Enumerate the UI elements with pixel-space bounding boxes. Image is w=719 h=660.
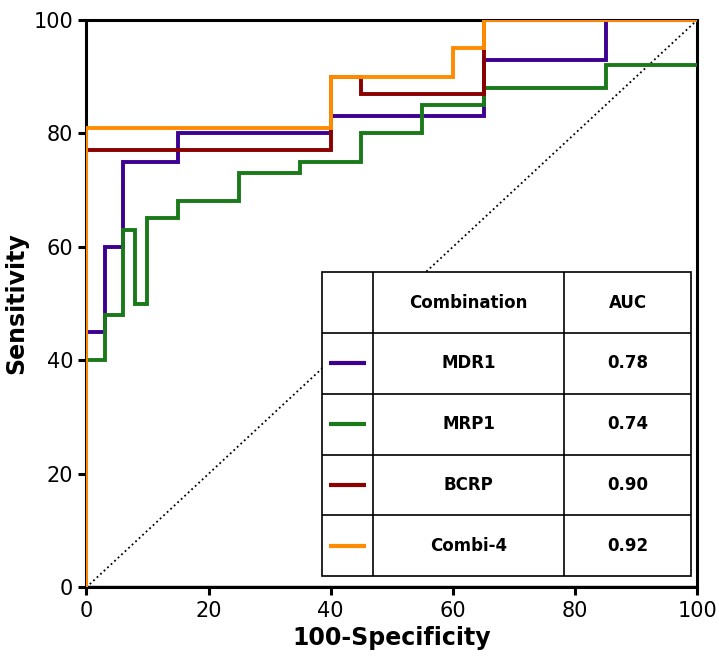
Text: 0.92: 0.92: [607, 537, 649, 554]
Y-axis label: Sensitivity: Sensitivity: [4, 233, 28, 374]
Text: MRP1: MRP1: [442, 415, 495, 433]
Text: MDR1: MDR1: [441, 354, 496, 372]
Text: BCRP: BCRP: [444, 476, 494, 494]
FancyBboxPatch shape: [321, 273, 691, 576]
Text: 0.78: 0.78: [608, 354, 649, 372]
Text: 0.74: 0.74: [607, 415, 649, 433]
X-axis label: 100-Specificity: 100-Specificity: [293, 626, 491, 650]
Text: AUC: AUC: [609, 294, 647, 312]
Text: Combination: Combination: [410, 294, 528, 312]
Text: Combi-4: Combi-4: [430, 537, 508, 554]
Text: 0.90: 0.90: [608, 476, 649, 494]
